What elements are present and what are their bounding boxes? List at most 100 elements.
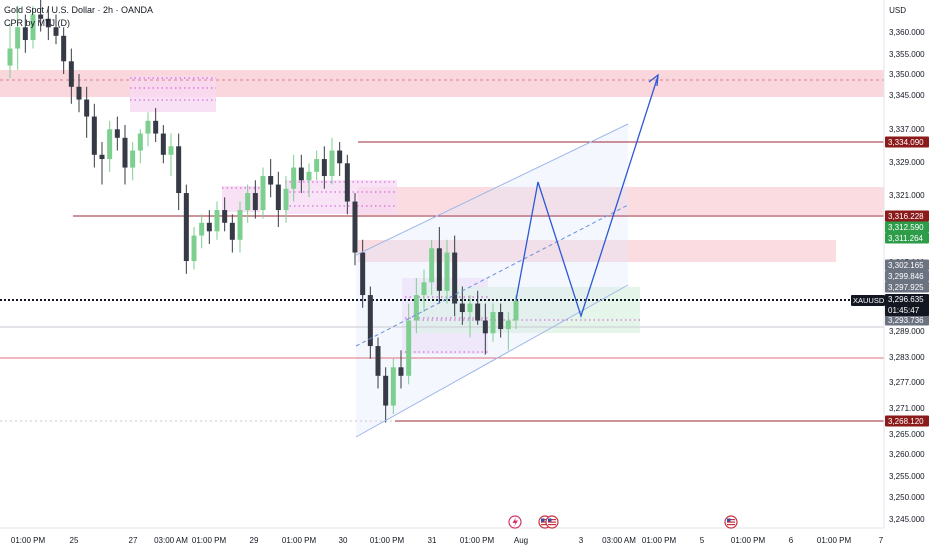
- candle[interactable]: [482, 303, 488, 355]
- candle[interactable]: [375, 337, 381, 389]
- candle[interactable]: [7, 23, 13, 79]
- candle[interactable]: [130, 142, 136, 181]
- candle[interactable]: [436, 227, 442, 304]
- price-tag-bg: [885, 281, 929, 293]
- candle[interactable]: [390, 358, 396, 415]
- candle[interactable]: [99, 142, 105, 185]
- candle[interactable]: [38, 0, 44, 32]
- candle[interactable]: [15, 6, 21, 70]
- candle[interactable]: [291, 154, 297, 202]
- candle[interactable]: [505, 312, 511, 351]
- candle[interactable]: [237, 201, 243, 253]
- candle[interactable]: [122, 125, 128, 185]
- candle[interactable]: [475, 290, 481, 325]
- candle[interactable]: [367, 286, 373, 359]
- candle[interactable]: [352, 193, 358, 266]
- price-tag[interactable]: 3,312.590: [885, 221, 929, 233]
- candle[interactable]: [191, 227, 197, 270]
- candle[interactable]: [452, 235, 458, 317]
- candle[interactable]: [137, 129, 143, 164]
- event-lightning-icon[interactable]: [508, 515, 522, 529]
- indicator-label[interactable]: CPR by MTJ (D): [4, 18, 70, 28]
- candle[interactable]: [306, 163, 312, 198]
- supply-zone[interactable]: [358, 240, 836, 262]
- candle[interactable]: [45, 6, 51, 41]
- candle[interactable]: [429, 239, 435, 296]
- candle[interactable]: [421, 269, 427, 313]
- candle[interactable]: [114, 116, 120, 151]
- candle[interactable]: [459, 286, 465, 325]
- candle[interactable]: [84, 86, 90, 138]
- candle[interactable]: [107, 120, 113, 172]
- price-tag[interactable]: 3,297.925: [885, 281, 929, 293]
- candle[interactable]: [68, 48, 74, 104]
- candle[interactable]: [252, 180, 258, 219]
- time-axis-label: 01:00 PM: [460, 536, 495, 545]
- candle[interactable]: [444, 239, 450, 304]
- candle[interactable]: [229, 214, 235, 253]
- candle[interactable]: [275, 171, 281, 228]
- projection-path[interactable]: [515, 75, 659, 319]
- time-axis-label: 01:00 PM: [282, 536, 317, 545]
- candle[interactable]: [268, 159, 274, 198]
- candle-body: [168, 146, 174, 155]
- candle[interactable]: [360, 239, 366, 308]
- current-price-tag[interactable]: XAUUSD 3,296.635 01:45:47: [851, 294, 929, 316]
- event-us-flag-icon[interactable]: [724, 515, 738, 529]
- candle[interactable]: [22, 14, 28, 53]
- candle-body: [145, 120, 151, 134]
- candle[interactable]: [222, 197, 228, 232]
- candle[interactable]: [513, 295, 519, 330]
- candle[interactable]: [91, 103, 97, 168]
- price-tag[interactable]: 3,311.264: [885, 232, 929, 244]
- channel-upper-line[interactable]: [355, 123, 629, 256]
- candle[interactable]: [298, 154, 304, 194]
- candle-body: [306, 171, 312, 181]
- price-tag[interactable]: 3,302.165: [885, 259, 929, 271]
- currency-label[interactable]: USD: [889, 6, 906, 15]
- candle-body: [160, 133, 166, 155]
- candle[interactable]: [413, 278, 419, 334]
- candle[interactable]: [321, 146, 327, 189]
- candle[interactable]: [383, 367, 389, 423]
- candle[interactable]: [344, 154, 350, 215]
- candle[interactable]: [145, 112, 151, 147]
- candle[interactable]: [314, 150, 320, 181]
- candle[interactable]: [76, 74, 82, 113]
- candle[interactable]: [498, 303, 504, 338]
- candle[interactable]: [153, 108, 159, 143]
- candle[interactable]: [329, 137, 335, 185]
- candle[interactable]: [199, 214, 205, 249]
- price-tag[interactable]: 3,268.120: [885, 415, 929, 427]
- candle[interactable]: [406, 303, 412, 385]
- candle[interactable]: [160, 125, 166, 164]
- candle[interactable]: [245, 184, 251, 223]
- candle[interactable]: [183, 184, 189, 274]
- candle[interactable]: [337, 142, 343, 177]
- time-axis-label: 27: [129, 536, 138, 545]
- candle[interactable]: [176, 133, 182, 211]
- price-tag[interactable]: 3,299.846: [885, 270, 929, 282]
- candle[interactable]: [206, 210, 212, 245]
- price-tag[interactable]: 3,334.090: [885, 136, 929, 148]
- candle[interactable]: [168, 133, 174, 177]
- channel-mid-line[interactable]: [355, 204, 629, 347]
- event-us-flag-icon[interactable]: [545, 515, 559, 529]
- candle[interactable]: [214, 201, 220, 240]
- candle[interactable]: [53, 14, 59, 45]
- candle[interactable]: [283, 176, 289, 223]
- candle-body: [283, 188, 289, 211]
- candle[interactable]: [398, 350, 404, 389]
- candle-body: [214, 210, 220, 232]
- price-tag[interactable]: 3,316.228: [885, 210, 929, 222]
- chart-title[interactable]: Gold Spot / U.S. Dollar · 2h · OANDA: [4, 5, 154, 15]
- candle[interactable]: [260, 167, 266, 219]
- price-tag[interactable]: 3,293.736: [885, 314, 929, 326]
- candle[interactable]: [490, 303, 496, 342]
- candle[interactable]: [30, 6, 36, 49]
- time-axis[interactable]: [0, 528, 884, 550]
- candle[interactable]: [61, 27, 67, 75]
- candle[interactable]: [467, 295, 473, 338]
- price-tag-text: 3,334.090: [888, 138, 924, 147]
